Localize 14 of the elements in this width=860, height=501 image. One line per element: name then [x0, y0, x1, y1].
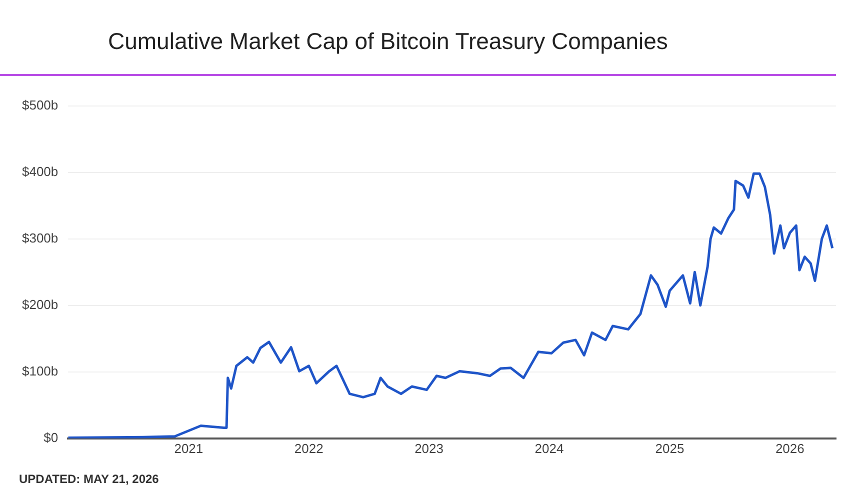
chart-title: Cumulative Market Cap of Bitcoin Treasury Companies — [108, 28, 668, 55]
y-tick-label: $0 — [44, 430, 58, 445]
x-tick-label: 2021 — [174, 440, 204, 456]
x-tick-label: 2025 — [655, 440, 684, 456]
y-tick-label: $300b — [22, 230, 58, 246]
y-tick-label: $100b — [22, 363, 58, 378]
x-tick-label: 2023 — [414, 440, 444, 456]
x-tick-label: 2026 — [775, 440, 804, 456]
y-tick-label: $200b — [22, 296, 58, 312]
x-tick-label: 2022 — [294, 440, 324, 456]
y-tick-label: $400b — [22, 164, 58, 179]
text: UPDATED: MAY 21, 2026 — [19, 472, 159, 486]
x-tick-label: 2024 — [534, 440, 564, 456]
y-tick-label: $500b — [22, 97, 58, 112]
